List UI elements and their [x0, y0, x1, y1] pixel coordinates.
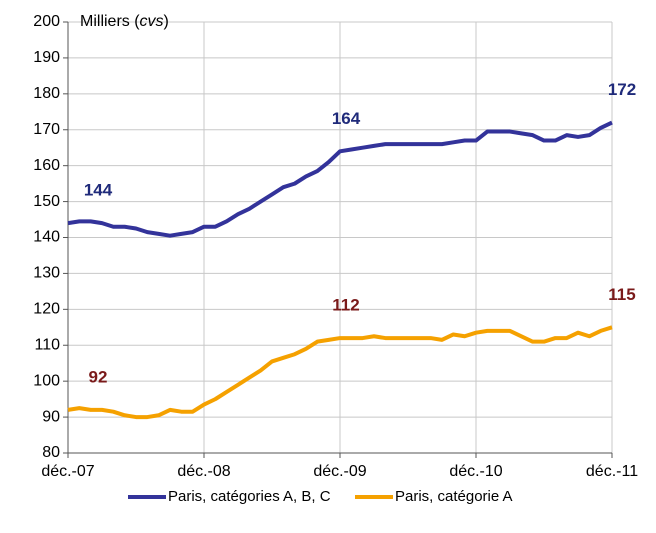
- legend-label: Paris, catégorie A: [395, 488, 513, 505]
- legend-label: Paris, catégories A, B, C: [168, 488, 331, 505]
- y-tick-label: 110: [34, 336, 60, 353]
- data-label: 172: [608, 80, 636, 99]
- data-label: 115: [608, 285, 635, 304]
- x-tick-label: déc.-10: [449, 463, 502, 480]
- x-tick-label: déc.-09: [313, 463, 366, 480]
- y-tick-label: 150: [33, 193, 60, 210]
- data-label: 164: [332, 109, 361, 128]
- x-tick-label: déc.-08: [177, 463, 230, 480]
- series-line: [67, 120, 613, 238]
- data-label: 112: [332, 296, 359, 315]
- unit-text: ): [164, 13, 169, 30]
- y-tick-label: 160: [33, 157, 60, 174]
- y-tick-label: 120: [33, 301, 60, 318]
- y-tick-label: 140: [33, 229, 60, 246]
- y-tick-label: 170: [33, 121, 60, 138]
- y-tick-label: 100: [33, 372, 60, 389]
- y-tick-label: 200: [33, 13, 60, 30]
- y-tick-label: 80: [42, 444, 60, 461]
- x-tick-label: déc.-07: [41, 463, 94, 480]
- y-tick-label: 180: [33, 85, 60, 102]
- y-tick-label: 190: [33, 49, 60, 66]
- data-label: 92: [89, 367, 108, 386]
- unit-text: cvs: [140, 13, 164, 30]
- y-tick-label: 130: [33, 265, 60, 282]
- x-tick-label: déc.-11: [586, 463, 638, 480]
- unit-text: Milliers (: [80, 13, 140, 30]
- unit-label: Milliers (cvs): [80, 13, 169, 30]
- data-label: 144: [84, 181, 113, 200]
- y-tick-label: 90: [42, 408, 60, 425]
- series-line: [67, 325, 613, 420]
